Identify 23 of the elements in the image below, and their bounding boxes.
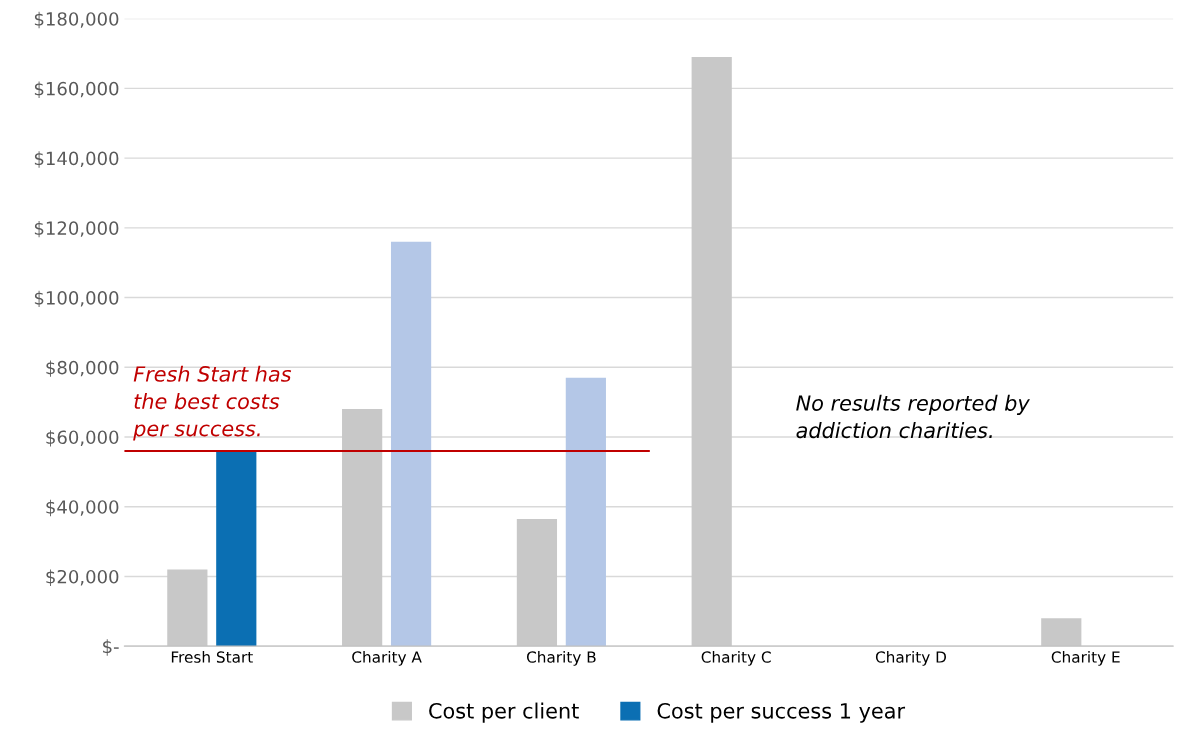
x-tick-label: Fresh Start xyxy=(171,651,253,663)
x-tick-label: Charity E xyxy=(1051,651,1120,666)
y-tick-label: $80,000 xyxy=(46,360,119,377)
x-tick-label: Charity D xyxy=(875,651,947,666)
x-tick-label: Charity B xyxy=(526,651,596,666)
y-tick-label: $- xyxy=(103,639,119,656)
bar xyxy=(565,377,606,647)
annotation: No results reported by addiction charities. xyxy=(796,394,1030,439)
y-tick-label: $60,000 xyxy=(46,430,119,447)
x-tick-label: Charity C xyxy=(701,651,771,666)
bar xyxy=(390,241,432,647)
x-tick-label: Charity A xyxy=(352,651,422,666)
bar xyxy=(216,450,257,647)
ref-line-label: Fresh Start has the best costs per success. xyxy=(133,365,292,441)
legend-label: Cost per success 1 year xyxy=(657,702,906,723)
y-tick-label: $100,000 xyxy=(34,290,119,308)
y-tick-label: $40,000 xyxy=(46,499,119,517)
legend-label: Cost per client xyxy=(429,702,579,723)
y-tick-label: $20,000 xyxy=(46,569,119,586)
y-tick-label: $180,000 xyxy=(34,11,119,29)
y-tick-label: $140,000 xyxy=(34,151,119,168)
y-tick-label: $120,000 xyxy=(34,220,119,238)
y-tick-label: $160,000 xyxy=(34,81,119,98)
